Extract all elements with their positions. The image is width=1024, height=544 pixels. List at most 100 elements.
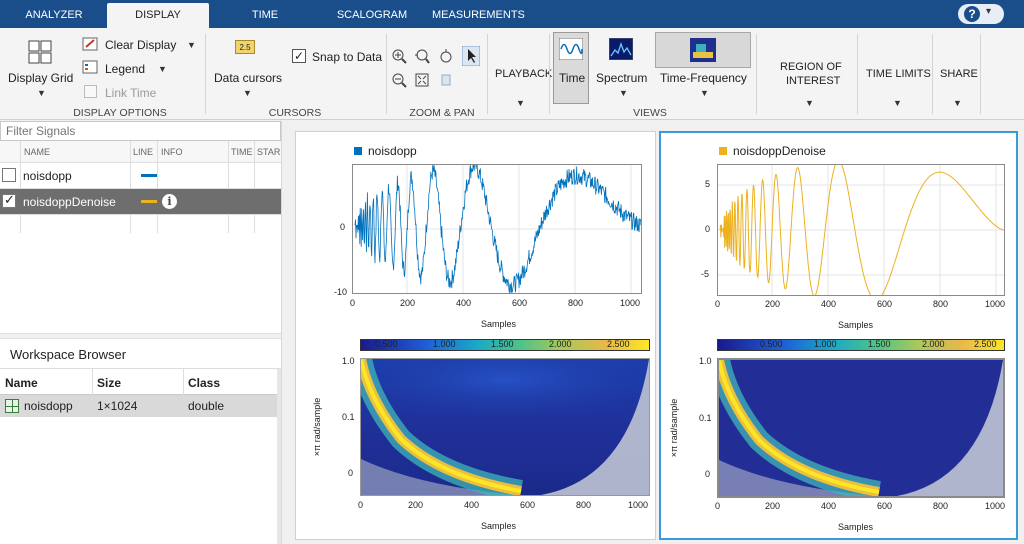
snap-to-data-label: Snap to Data [312,50,383,64]
tab-measurements[interactable]: MEASUREMENTS [432,9,525,21]
display-grid-button[interactable]: Display Grid [8,71,74,85]
x-tick: 200 [400,298,416,308]
pan-icon[interactable] [438,72,454,88]
signal-checkbox[interactable] [2,168,16,182]
plot-panel-noisdopp[interactable]: noisdopp 0 -10 0 200 400 600 800 1000 Sa… [295,131,656,540]
column-header-info[interactable]: INFO [161,147,183,157]
variable-class: double [188,399,225,413]
scrollbar[interactable] [277,369,281,544]
x-tick: 0 [358,500,364,510]
panel-splitter[interactable] [0,333,281,339]
line-color-swatch[interactable] [141,174,157,177]
vertical-splitter[interactable] [281,121,287,544]
info-icon[interactable]: i [162,194,177,209]
line-color-swatch[interactable] [141,200,157,203]
x-tick: 1000 [985,299,1006,309]
tab-display[interactable]: DISPLAY [107,3,209,28]
time-view-label: Time [559,71,586,85]
column-header-star[interactable]: STAR [257,147,281,157]
legend-icon [82,60,98,74]
chevron-down-icon[interactable]: ▼ [187,40,196,50]
colorbar-tick: 1.500 [491,339,514,349]
tab-time[interactable]: TIME [251,9,279,21]
divider [228,141,229,233]
y-tick: 0.1 [342,412,355,422]
chevron-down-icon[interactable]: ▼ [243,88,252,98]
scalogram-plot[interactable] [360,358,650,496]
signal-row-noisdoppdenoise[interactable]: noisdoppDenoise i [0,189,281,215]
zoom-y-icon[interactable] [438,48,454,64]
time-limits-button[interactable]: TIME LIMITS [866,68,931,80]
x-tick: 800 [576,500,592,510]
column-header-class[interactable]: Class [188,376,221,390]
column-header-name[interactable]: NAME [24,147,51,157]
chevron-down-icon[interactable]: ▼ [805,98,814,108]
x-tick: 800 [933,299,949,309]
fit-to-view-icon[interactable] [414,72,430,88]
x-tick: 200 [765,501,781,511]
column-header-line[interactable]: LINE [133,147,154,157]
playback-button[interactable]: PLAYBACK [495,68,553,80]
display-grid-icon[interactable] [28,40,52,64]
tab-analyzer[interactable]: ANALYZER [25,9,83,21]
workspace-row-noisdopp[interactable]: noisdopp 1×1024 double [0,395,277,417]
column-header-time[interactable]: TIME [231,147,253,157]
link-time-checkbox[interactable] [84,85,97,98]
column-header-name[interactable]: Name [5,376,38,390]
colorbar-tick: 0.500 [760,339,783,349]
plot-panel-noisdoppdenoise[interactable]: noisdoppDenoise 5 0 -5 0 200 400 600 800… [659,131,1018,540]
chevron-down-icon[interactable]: ▼ [619,88,628,98]
filter-signals-input[interactable] [0,121,281,141]
chevron-down-icon[interactable]: ▼ [516,98,525,108]
tab-scalogram[interactable]: SCALOGRAM [336,9,408,21]
x-tick: 600 [877,501,893,511]
time-plot[interactable] [717,160,1005,301]
time-frequency-label: Time-Frequency [660,71,747,85]
x-tick: 0 [715,299,721,309]
y-tick: 0 [705,469,711,479]
column-header-size[interactable]: Size [97,376,122,390]
legend[interactable]: noisdoppDenoise [719,144,826,158]
link-time-label: Link Time [105,86,157,100]
pointer-icon[interactable] [462,46,480,66]
x-tick: 0 [350,298,356,308]
divider [932,34,933,114]
share-button[interactable]: SHARE [940,68,978,80]
colorbar-tick: 1.500 [868,339,891,349]
chevron-down-icon[interactable]: ▼ [37,88,46,98]
spectrum-button[interactable]: Spectrum [596,71,648,85]
legend-swatch [719,147,727,155]
chevron-down-icon[interactable]: ▼ [893,98,902,108]
x-tick: 600 [512,298,528,308]
data-cursors-button[interactable]: Data cursors [214,71,283,85]
x-tick: 800 [933,501,949,511]
zoom-out-icon[interactable] [391,72,407,88]
signal-row-noisdopp[interactable]: noisdopp [0,163,281,189]
signal-checkbox[interactable] [2,192,16,208]
snap-to-data-checkbox[interactable]: ✓ [292,49,306,63]
data-cursors-icon[interactable]: 2.5 [235,40,255,54]
x-axis-label: Samples [481,319,517,329]
chevron-down-icon[interactable]: ▼ [953,98,962,108]
zoom-x-icon[interactable] [414,48,430,64]
signal-name: noisdopp [23,169,72,183]
legend-button[interactable]: Legend [105,62,146,76]
signal-table-header: NAME LINE INFO TIME STAR [0,141,281,163]
region-of-interest-button[interactable]: REGION OF [780,61,842,73]
clear-display-button[interactable]: Clear Display [105,38,177,52]
time-frequency-icon [690,38,716,62]
time-plot[interactable] [352,157,642,294]
scalogram-plot[interactable] [717,358,1005,498]
help-button[interactable]: ? ▾ [958,4,1004,24]
legend[interactable]: noisdopp [354,144,417,158]
chevron-down-icon[interactable]: ▼ [700,88,709,98]
colorbar-tick: 2.500 [974,339,997,349]
y-axis-label: ×π rad/sample [312,397,322,457]
colorbar-tick: 1.000 [433,339,456,349]
colorbar-tick: 2.000 [549,339,572,349]
divider [130,141,131,233]
colorbar-tick: 0.500 [375,339,398,349]
zoom-in-icon[interactable] [391,48,407,64]
chevron-down-icon[interactable]: ▼ [158,64,167,74]
colorbar-tick: 2.500 [607,339,630,349]
